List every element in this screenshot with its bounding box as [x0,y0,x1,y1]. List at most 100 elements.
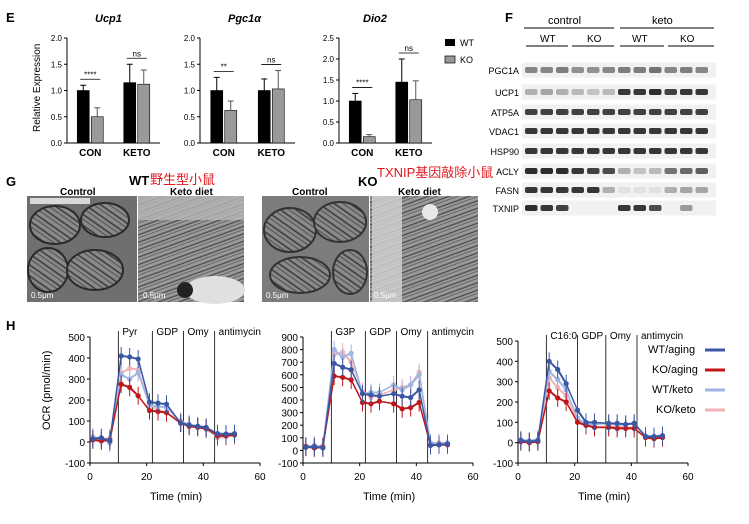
x-tick-label: 60 [682,472,694,483]
series-point [136,393,141,398]
series-point [575,420,580,425]
injection-label: GDP [156,327,178,338]
blot-band [665,148,678,154]
blot-band [649,128,662,134]
series-point [564,399,569,404]
series-point [408,395,413,400]
panel-h-legend: WT/aging KO/aging WT/keto KO/keto [648,344,725,416]
series-point [408,382,413,387]
blot-band [649,89,662,95]
legend-wt-keto-label: WT/keto [652,384,693,396]
series-line [609,427,635,428]
legend-wt-aging-label: WT/aging [648,344,695,356]
y-tick-label: 0.5 [323,118,335,127]
series-line [394,403,420,409]
blot-band [696,89,709,95]
blot-band [556,109,569,115]
panel-label-e: E [6,10,15,25]
series-point [555,395,560,400]
series-point [615,421,620,426]
bar [225,110,237,143]
blot-band [572,168,585,174]
y-tick-label: 500 [281,383,298,394]
blot-band [541,89,554,95]
injection-label: Omy [401,327,422,338]
y-tick-label: 400 [496,357,513,368]
blot-row-pgc1a: PGC1A [488,63,716,78]
series-point [340,365,345,370]
blot-band [603,89,616,95]
panel-g-em-images: 0.5μm 0.5μm Control Keto diet WT 野生型小鼠 0… [27,165,493,304]
series-point [360,391,365,396]
y-tick-label: 2.0 [51,34,63,43]
series-point [178,421,183,426]
blot-band [618,109,631,115]
blot-band [649,205,662,211]
legend-ko-aging-label: KO/aging [652,364,698,376]
blot-band [665,89,678,95]
series-point [643,434,648,439]
blot-band [556,168,569,174]
em-label-wt-control: Control [60,187,96,198]
significance-label: **** [356,78,368,87]
bar-chart-title: Pgc1α [228,13,262,25]
series-point [155,401,160,406]
blot-band [525,109,538,115]
blot-band [665,109,678,115]
y-tick-label: -100 [278,459,298,470]
bar [124,83,136,143]
blot-band [680,89,693,95]
x-tick-label: 40 [626,472,638,483]
significance-label: ns [267,56,275,65]
em-tile-ko-control: 0.5μm [262,196,369,302]
blot-group-control: control [548,15,581,27]
blot-band [525,67,538,73]
x-tick-label: CON [213,148,235,159]
y-tick-label: 0.5 [184,113,196,122]
x-tick-label: KETO [257,148,285,159]
series-point [535,438,540,443]
y-tick-label: 600 [281,371,298,382]
blot-band [541,168,554,174]
y-tick-label: 0 [507,439,513,450]
blot-band [680,67,693,73]
blot-band [587,148,600,154]
blot-band [556,128,569,134]
series-point [312,444,317,449]
blot-protein-label: UCP1 [495,88,519,98]
blot-band [525,148,538,154]
blot-band [696,128,709,134]
injection-label: G3P [335,327,355,338]
series-point [119,382,124,387]
series-point [119,353,124,358]
blot-band [634,109,647,115]
series-point [204,425,209,430]
series-point [349,351,354,356]
series-point [400,406,405,411]
blot-protein-label: ATP5A [491,108,519,118]
blot-band [525,128,538,134]
bar-chart-title: Ucp1 [95,13,122,25]
series-point [436,442,441,447]
injection-label: Omy [610,331,631,342]
legend-ko-label: KO [460,55,473,65]
blot-band [649,187,662,193]
series-point [547,359,552,364]
panel-label-f: F [505,10,513,25]
panel-label-h: H [6,318,15,333]
blot-band [525,89,538,95]
bar [349,101,361,143]
blot-band [556,67,569,73]
blot-band [587,128,600,134]
series-point [555,367,560,372]
x-tick-label: 40 [198,472,210,483]
blot-band [587,168,600,174]
series-point [417,372,422,377]
series-point [592,420,597,425]
x-tick-label: 60 [467,472,479,483]
series-point [547,388,552,393]
x-tick-label: 0 [300,472,306,483]
y-tick-label: 0.5 [51,113,63,122]
blot-band [680,187,693,193]
